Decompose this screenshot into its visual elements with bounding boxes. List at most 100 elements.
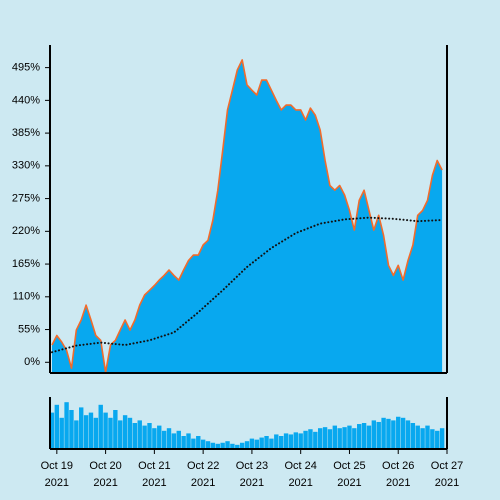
price-line [51,59,443,374]
volume-bar [88,412,94,449]
volume-bar [283,433,289,449]
volume-bar [103,412,108,449]
y-tick-label: 330% [12,160,40,172]
volume-bar [396,416,401,449]
x-tick-label: Oct 19 [41,460,73,472]
x-tick-label: 2021 [240,477,264,489]
volume-bar [54,404,60,449]
x-tick-label: Oct 27 [431,460,463,472]
x-tick-label: Oct 22 [187,460,219,472]
volume-bar [327,429,333,449]
volume-bar [439,428,445,449]
volume-bar [157,425,162,449]
volume-bar [317,428,323,449]
volume-bar [98,404,103,449]
volume-bar [74,420,79,449]
x-tick-label: 2021 [191,477,215,489]
volume-bar [220,442,225,449]
volume-bar [366,425,372,449]
volume-bar [293,432,299,449]
volume-bar [200,439,206,449]
volume-bar [137,420,142,449]
volume-bar [342,427,347,449]
volume-bar [254,439,259,449]
y-tick-label: 55% [18,323,40,335]
volume-bar [298,433,303,449]
volume-bar [147,423,152,449]
volume-bar [274,434,279,449]
volume-bar [186,433,191,449]
volume-bar [435,430,440,449]
y-tick-label: 495% [12,62,40,74]
volume-bar [239,442,245,449]
volume-bar [166,428,172,449]
volume-bar [405,420,411,449]
volume-bar [313,431,318,449]
volume-bar [386,418,391,449]
volume-bar [322,427,328,449]
volume-bar [181,436,186,449]
x-tick-label: 2021 [142,477,166,489]
volume-bar [337,428,342,449]
volume-bar [391,420,396,449]
x-tick-label: 2021 [93,477,117,489]
volume-bar [269,438,274,449]
volume-bar [108,417,113,449]
volume-bar [210,442,216,449]
volume-bar [244,441,250,449]
volume-bar [235,444,240,449]
volume-bar [278,436,284,449]
volume-bar [259,437,264,449]
volume-bar [93,417,99,449]
y-tick-label: 165% [12,258,40,270]
x-tick-label: Oct 20 [89,460,121,472]
volume-bar [425,425,430,449]
area [52,59,443,374]
volume-bar [303,430,308,449]
volume-bar [69,410,74,449]
y-tick-label: 220% [12,225,40,237]
volume-bar [371,420,377,449]
volume-bar [381,417,386,449]
volume-bar [288,434,294,449]
x-tick-label: Oct 25 [333,460,365,472]
volume-bar [196,436,201,449]
volume-bar [352,428,357,449]
volume-bar [347,425,352,449]
volume-bar [49,412,55,449]
volume-bar [420,428,425,449]
volume-bar [152,428,157,449]
volume-bar [122,415,128,449]
volume-bar [205,441,211,449]
volume-bar [415,425,420,449]
volume-bar [79,407,84,449]
x-tick-label: 2021 [45,477,69,489]
volume-bar [171,433,177,449]
volume-bar [118,420,123,449]
x-tick-label: Oct 23 [236,460,268,472]
volume-bar [400,417,406,449]
volume-bar [264,436,269,449]
volume-bar [430,429,435,449]
volume-bar [113,410,118,449]
volume-bar [361,423,367,449]
volume-bar [376,421,381,449]
moving-average-line [51,216,444,354]
y-tick-label: 0% [24,356,40,368]
volume-bar [161,430,167,449]
volume-bar [132,423,138,449]
volume-bar [410,423,416,449]
volume-bar [83,415,89,449]
x-tick-label: 2021 [435,477,459,489]
y-tick-label: 385% [12,127,40,139]
volume-bar [191,438,196,449]
volume-bar [230,443,235,449]
volume-bar [64,402,69,449]
x-tick-label: 2021 [288,477,312,489]
y-tick-label: 275% [12,192,40,204]
x-tick-label: 2021 [386,477,410,489]
volume-bar [127,417,133,449]
y-tick-label: 110% [13,291,41,303]
volume-bar [357,424,362,449]
